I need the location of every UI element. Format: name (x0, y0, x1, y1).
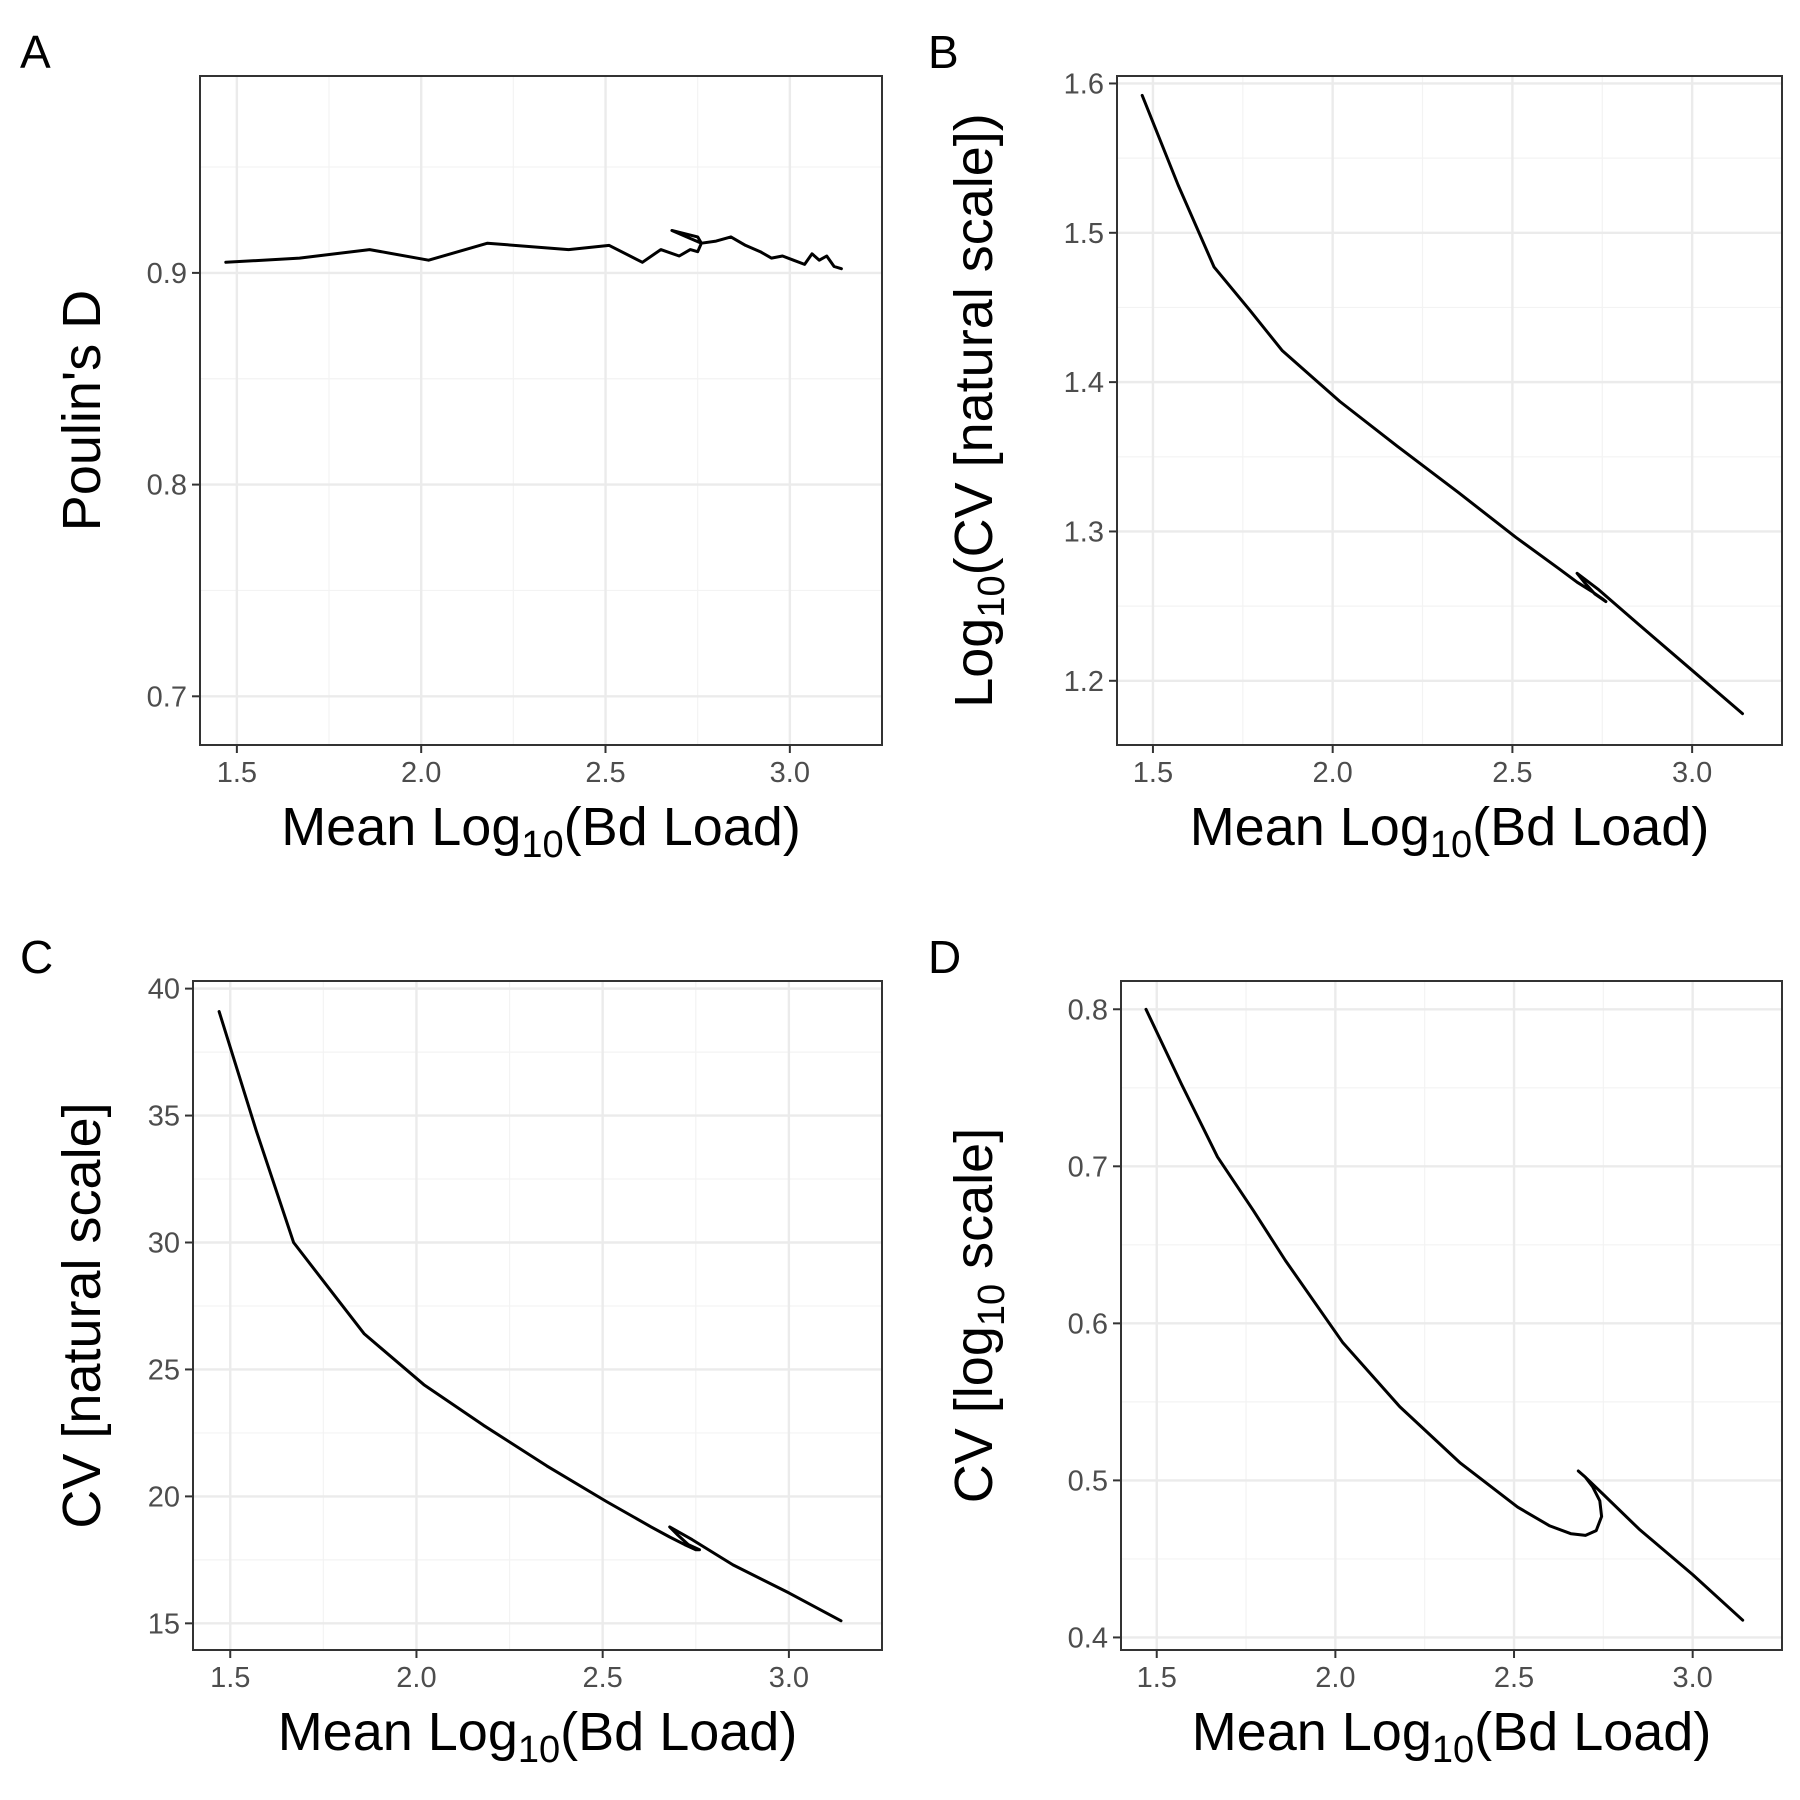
x-tick-label: 1.5 (217, 757, 257, 789)
x-axis-title: Mean Log10(Bd Load) (1192, 1702, 1712, 1771)
x-axis-title-text: (Bd Load) (564, 797, 801, 857)
x-tick-label: 3.0 (1673, 1662, 1713, 1694)
x-axis-title-text: Mean Log (281, 797, 521, 857)
y-axis-title-text: Log (944, 618, 1004, 708)
x-tick-label: 2.0 (1313, 757, 1353, 789)
y-tick-label: 20 (148, 1481, 180, 1513)
panel-letter: B (928, 26, 959, 78)
x-axis-title: Mean Log10(Bd Load) (278, 1702, 798, 1771)
x-axis-title-text: (Bd Load) (1474, 1702, 1711, 1762)
y-axis-title-text: CV [log (944, 1326, 1004, 1503)
plot-frame (192, 980, 883, 1651)
x-axis-title-text: Mean Log (1190, 797, 1430, 857)
x-axis-title-text: (Bd Load) (1472, 797, 1709, 857)
series-line (224, 229, 843, 271)
x-tick-label: 1.5 (1137, 1662, 1177, 1694)
y-tick-label: 0.8 (147, 470, 187, 502)
y-tick-label: 0.5 (1068, 1465, 1108, 1497)
y-tick-label: 1.2 (1064, 666, 1104, 698)
y-tick-label: 0.8 (1068, 994, 1108, 1026)
y-tick-label: 1.4 (1064, 367, 1104, 399)
y-axis-title-text: (CV [natural scale]) (944, 113, 1004, 575)
y-tick-label: 40 (148, 974, 180, 1006)
series-line (1144, 1007, 1745, 1622)
x-tick-label: 3.0 (769, 1662, 809, 1694)
series-line (217, 1010, 843, 1623)
x-axis-title-subscript: 10 (521, 824, 563, 866)
series-line (1140, 93, 1744, 716)
x-tick-label: 2.5 (585, 757, 625, 789)
x-axis-title: Mean Log10(Bd Load) (281, 797, 801, 866)
x-axis-title-text: Mean Log (1192, 1702, 1432, 1762)
y-tick-label: 1.6 (1064, 68, 1104, 100)
x-axis-title-text: (Bd Load) (560, 1702, 797, 1762)
x-axis-title-text: Mean Log (278, 1702, 518, 1762)
x-tick-label: 2.0 (396, 1662, 436, 1694)
y-tick-label: 0.9 (147, 258, 187, 290)
y-tick-label: 0.6 (1068, 1308, 1108, 1340)
plot-frame (1120, 980, 1783, 1651)
panel-letter: A (20, 26, 51, 78)
y-axis-title: Log10(CV [natural scale]) (944, 113, 1013, 708)
y-tick-label: 25 (148, 1354, 180, 1386)
y-tick-label: 1.5 (1064, 218, 1104, 250)
x-tick-label: 2.5 (583, 1662, 623, 1694)
x-tick-label: 2.0 (401, 757, 441, 789)
x-tick-label: 2.5 (1492, 757, 1532, 789)
x-tick-label: 1.5 (210, 1662, 250, 1694)
x-axis-title: Mean Log10(Bd Load) (1190, 797, 1710, 866)
x-tick-label: 1.5 (1133, 757, 1173, 789)
y-tick-label: 30 (148, 1228, 180, 1260)
x-tick-label: 2.0 (1315, 1662, 1355, 1694)
y-tick-label: 35 (148, 1101, 180, 1133)
y-axis-title-subscript: 10 (971, 1284, 1013, 1326)
plot-frame (1116, 75, 1783, 746)
x-tick-label: 3.0 (770, 757, 810, 789)
panel-letter: D (928, 931, 961, 983)
y-tick-label: 0.7 (1068, 1151, 1108, 1183)
y-axis-title-subscript: 10 (971, 575, 1013, 617)
x-tick-label: 2.5 (1494, 1662, 1534, 1694)
x-axis-title-subscript: 10 (518, 1729, 560, 1771)
x-tick-label: 3.0 (1672, 757, 1712, 789)
y-axis-title: CV [log10 scale] (944, 1128, 1013, 1503)
panel-a: 1.5 2.0 2.5 3.0 0.7 0.8 0.9 A Mean Log10(Bd Load… (20, 26, 883, 866)
y-axis-title-text: CV [natural scale] (52, 1102, 112, 1528)
y-axis-title-text: Poulin's D (52, 290, 112, 531)
x-axis-title-subscript: 10 (1430, 824, 1472, 866)
y-axis-title: Poulin's D (52, 290, 112, 531)
x-axis-title-subscript: 10 (1432, 1729, 1474, 1771)
y-tick-label: 1.3 (1064, 516, 1104, 548)
y-axis-title-text: scale] (944, 1128, 1004, 1284)
y-tick-label: 0.4 (1068, 1622, 1108, 1654)
panel-c: 1.5 2.0 2.5 3.0 15 20 25 30 35 40 C Mean Log10(Bd L… (20, 931, 883, 1771)
plot-frame (199, 75, 883, 746)
y-tick-label: 15 (148, 1608, 180, 1640)
y-axis-title: CV [natural scale] (52, 1102, 112, 1528)
panel-letter: C (20, 931, 53, 983)
y-tick-label: 0.7 (147, 681, 187, 713)
